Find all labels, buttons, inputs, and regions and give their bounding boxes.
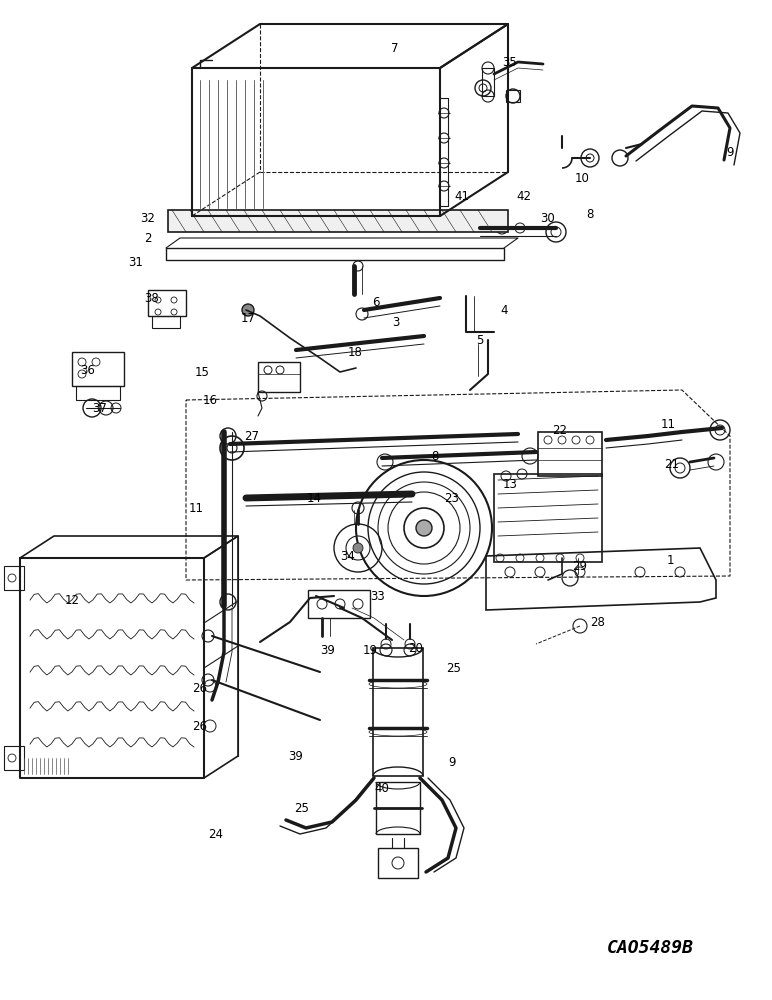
Text: 21: 21 bbox=[665, 458, 679, 471]
Text: 33: 33 bbox=[371, 589, 385, 602]
Text: 22: 22 bbox=[553, 424, 567, 436]
Text: 7: 7 bbox=[391, 41, 399, 54]
Text: 26: 26 bbox=[192, 682, 208, 694]
Bar bbox=[148, 290, 186, 316]
Text: 38: 38 bbox=[144, 292, 159, 304]
Text: 41: 41 bbox=[455, 190, 469, 202]
Text: 2: 2 bbox=[144, 232, 152, 244]
Bar bbox=[4, 566, 24, 590]
Text: 26: 26 bbox=[192, 720, 208, 732]
Text: 6: 6 bbox=[372, 296, 380, 308]
Circle shape bbox=[439, 133, 449, 143]
Text: 37: 37 bbox=[93, 401, 107, 414]
Text: 20: 20 bbox=[408, 642, 423, 654]
Text: 15: 15 bbox=[195, 365, 209, 378]
Text: 8: 8 bbox=[432, 450, 438, 462]
Text: 16: 16 bbox=[202, 393, 218, 406]
Text: 14: 14 bbox=[306, 491, 321, 504]
Bar bbox=[258, 362, 300, 392]
Circle shape bbox=[416, 520, 432, 536]
Bar bbox=[152, 316, 180, 328]
Circle shape bbox=[439, 181, 449, 191]
Text: 3: 3 bbox=[392, 316, 400, 328]
Text: CAO5489B: CAO5489B bbox=[607, 939, 693, 957]
Bar bbox=[506, 90, 520, 102]
Text: 5: 5 bbox=[476, 334, 484, 347]
Text: 13: 13 bbox=[503, 478, 517, 490]
Text: 39: 39 bbox=[289, 750, 303, 762]
Text: 11: 11 bbox=[188, 502, 204, 514]
Text: 11: 11 bbox=[661, 418, 676, 430]
Text: 8: 8 bbox=[586, 209, 594, 222]
Text: 30: 30 bbox=[540, 212, 555, 225]
Text: 24: 24 bbox=[208, 828, 224, 840]
Circle shape bbox=[439, 158, 449, 168]
Text: 9: 9 bbox=[726, 145, 733, 158]
Text: 17: 17 bbox=[241, 312, 256, 324]
Bar bbox=[72, 352, 124, 386]
Bar bbox=[373, 648, 423, 776]
Text: 19: 19 bbox=[363, 644, 378, 656]
Text: 35: 35 bbox=[503, 55, 517, 68]
Bar bbox=[168, 210, 508, 232]
Circle shape bbox=[439, 108, 449, 118]
Text: 12: 12 bbox=[65, 593, 80, 606]
Circle shape bbox=[242, 304, 254, 316]
Bar bbox=[494, 474, 602, 562]
Text: 28: 28 bbox=[591, 615, 605, 629]
Text: 29: 29 bbox=[573, 560, 587, 572]
Text: 18: 18 bbox=[347, 346, 362, 359]
Bar bbox=[376, 782, 420, 834]
Text: 1: 1 bbox=[666, 554, 674, 566]
Bar bbox=[76, 386, 120, 400]
Bar bbox=[4, 746, 24, 770]
Circle shape bbox=[353, 543, 363, 553]
Text: 27: 27 bbox=[245, 430, 259, 442]
Bar bbox=[308, 590, 370, 618]
Text: 25: 25 bbox=[446, 662, 462, 674]
Text: 4: 4 bbox=[500, 304, 508, 316]
Bar bbox=[378, 848, 418, 878]
Text: 34: 34 bbox=[340, 550, 355, 562]
Text: 36: 36 bbox=[80, 363, 96, 376]
Text: 40: 40 bbox=[374, 782, 389, 794]
Text: 9: 9 bbox=[449, 756, 455, 768]
Bar bbox=[538, 432, 602, 476]
Text: 39: 39 bbox=[320, 644, 336, 656]
Text: 31: 31 bbox=[129, 255, 144, 268]
Text: 23: 23 bbox=[445, 491, 459, 504]
Text: 25: 25 bbox=[295, 802, 310, 814]
Text: 42: 42 bbox=[516, 190, 531, 202]
Bar bbox=[166, 248, 504, 260]
Text: 10: 10 bbox=[574, 172, 590, 184]
Text: 32: 32 bbox=[141, 212, 155, 225]
